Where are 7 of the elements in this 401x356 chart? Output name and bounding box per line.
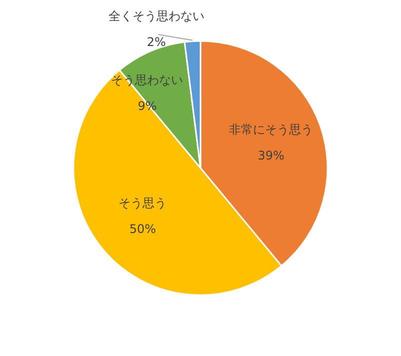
slice-label: 非常にそう思う xyxy=(229,122,314,137)
data-label: 50% xyxy=(129,222,156,236)
data-label: 39% xyxy=(258,148,284,163)
data-label: 2% xyxy=(146,34,166,49)
slice-label: そう思わない xyxy=(111,73,184,88)
slice-label: そう思う xyxy=(118,196,167,210)
slice-label: 全くそう思わない xyxy=(108,8,204,23)
